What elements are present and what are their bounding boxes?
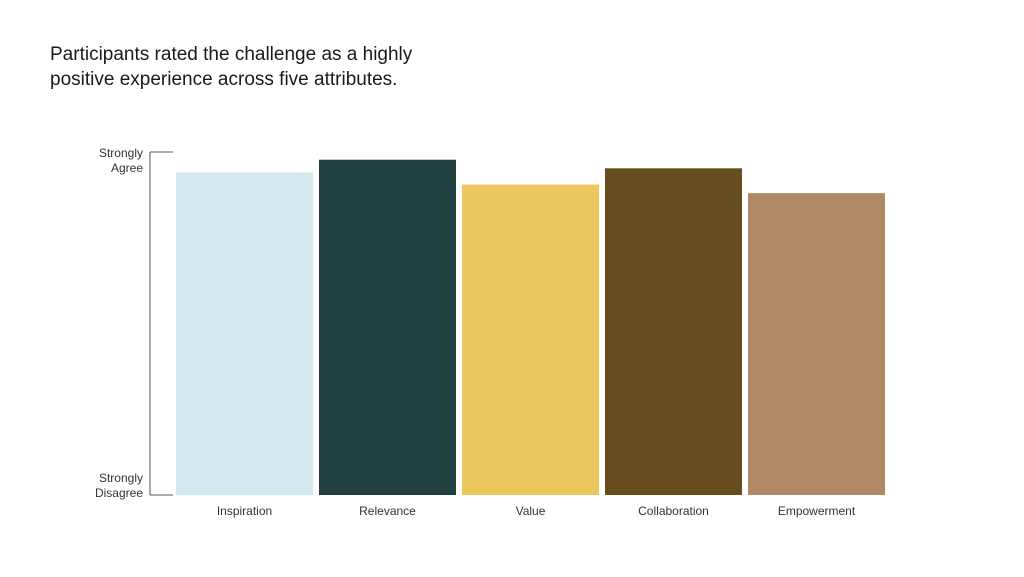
bar — [319, 159, 456, 495]
bar — [605, 168, 742, 496]
y-tick-label: Strongly Agree — [98, 146, 143, 175]
y-tick-label: Strongly Disagree — [94, 471, 143, 500]
chart-title: Participants rated the challenge as a hi… — [50, 44, 413, 90]
x-tick-label: Relevance — [359, 504, 416, 518]
bar — [176, 172, 313, 495]
x-tick-label: Inspiration — [217, 504, 272, 518]
bar — [462, 184, 599, 495]
x-tick-label: Empowerment — [778, 504, 856, 518]
bar — [748, 193, 885, 495]
x-tick-label: Collaboration — [638, 504, 709, 518]
x-tick-label: Value — [516, 504, 546, 518]
